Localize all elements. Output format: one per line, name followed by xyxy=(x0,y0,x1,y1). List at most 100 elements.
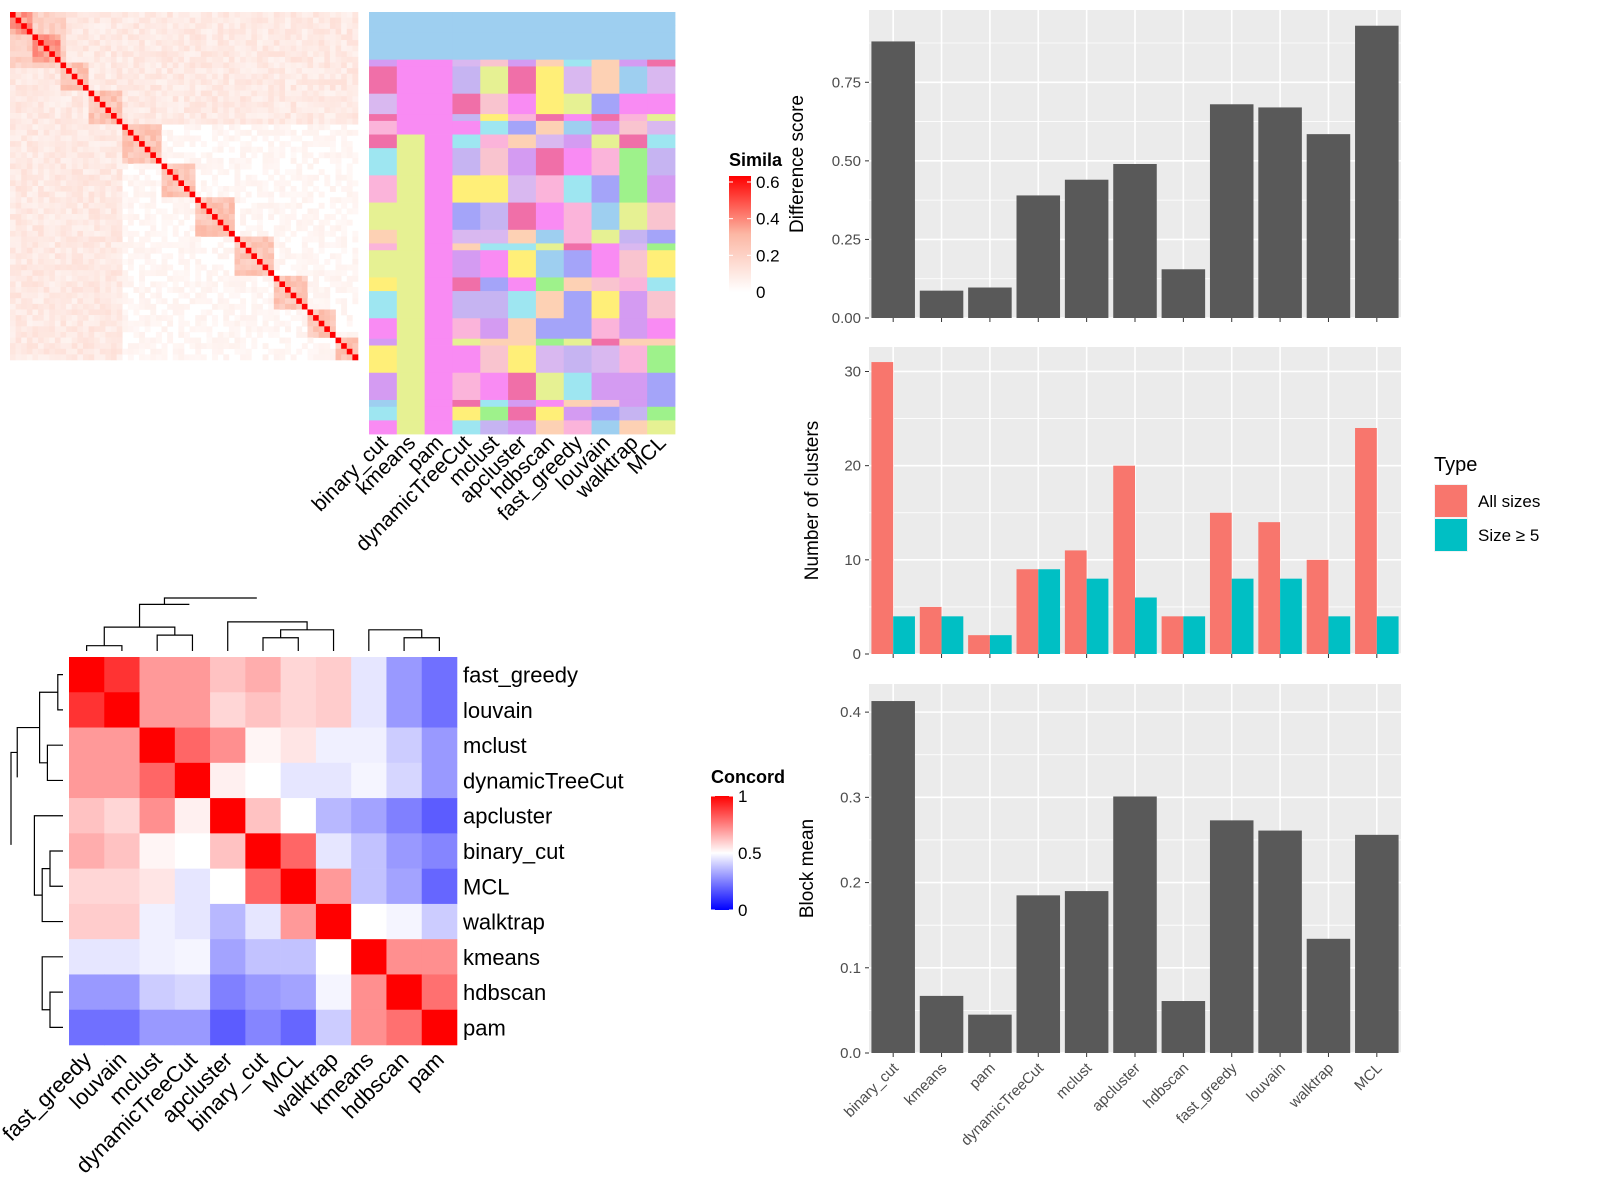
similarity-cell xyxy=(279,28,286,35)
similarity-cell xyxy=(324,309,331,316)
similarity-cell xyxy=(111,298,117,305)
similarity-cell xyxy=(262,202,269,209)
similarity-cell xyxy=(88,45,95,52)
similarity-cell xyxy=(150,186,157,192)
similarity-cell xyxy=(195,264,202,271)
similarity-cell xyxy=(245,141,252,148)
similarity-cell xyxy=(122,129,129,136)
similarity-cell xyxy=(223,320,230,327)
similarity-cell xyxy=(172,270,179,277)
similarity-cell xyxy=(228,214,235,220)
similarity-cell xyxy=(195,40,202,46)
similarity-cell xyxy=(116,281,123,288)
concordance-cell xyxy=(104,939,140,975)
similarity-cell xyxy=(346,169,353,176)
similarity-cell xyxy=(43,34,50,41)
similarity-cell xyxy=(335,242,342,249)
similarity-cell xyxy=(206,56,213,63)
similarity-cell xyxy=(352,258,359,265)
concordance-cell xyxy=(69,974,105,1011)
similarity-cell xyxy=(105,219,112,226)
cluster-cell xyxy=(591,229,620,244)
similarity-cell xyxy=(105,320,112,327)
similarity-cell xyxy=(88,79,95,86)
similarity-cell xyxy=(290,354,297,361)
similarity-cell xyxy=(127,129,134,136)
similarity-cell xyxy=(346,186,353,192)
cluster-cell xyxy=(535,175,565,203)
similarity-cell xyxy=(217,28,224,35)
similarity-cell xyxy=(268,17,275,24)
similarity-cell xyxy=(206,68,213,75)
similarity-cell xyxy=(66,90,73,97)
similarity-cell xyxy=(313,17,320,24)
similarity-cell xyxy=(111,331,117,338)
similarity-cell xyxy=(206,163,213,170)
similarity-cell xyxy=(178,191,185,198)
similarity-cell xyxy=(161,242,168,249)
similarity-cell xyxy=(285,309,291,316)
similarity-cell xyxy=(307,79,314,86)
cluster-cell xyxy=(424,59,453,67)
similarity-cell xyxy=(217,230,224,237)
similarity-cell xyxy=(133,96,140,103)
similarity-cell xyxy=(49,275,56,282)
similarity-cell xyxy=(77,331,84,338)
similarity-cell xyxy=(60,320,67,327)
similarity-cell xyxy=(245,174,252,181)
similarity-cell xyxy=(245,84,252,91)
similarity-cell xyxy=(66,174,73,181)
similarity-cell xyxy=(324,326,331,333)
similarity-cell xyxy=(116,107,123,114)
similarity-cell xyxy=(178,34,185,41)
similarity-cell xyxy=(60,169,67,176)
similarity-cell xyxy=(189,113,196,119)
similarity-cell xyxy=(256,45,263,52)
similarity-cell xyxy=(307,287,314,293)
similarity-cell xyxy=(10,264,16,271)
similarity-cell xyxy=(99,96,106,103)
similarity-cell xyxy=(54,337,61,344)
similarity-cell xyxy=(285,303,291,310)
similarity-cell xyxy=(212,174,218,181)
similarity-cell xyxy=(245,40,252,46)
similarity-cell xyxy=(189,12,196,18)
similarity-cell xyxy=(161,225,168,232)
similarity-cell xyxy=(88,174,95,181)
concordance-cell xyxy=(69,1009,105,1046)
similarity-cell xyxy=(122,348,129,355)
similarity-cell xyxy=(318,242,325,249)
similarity-cell xyxy=(318,287,325,293)
similarity-cell xyxy=(54,197,61,204)
cluster-cell xyxy=(535,372,565,401)
similarity-cell xyxy=(122,90,129,97)
similarity-cell xyxy=(99,118,106,125)
similarity-cell xyxy=(240,264,247,271)
similarity-cell xyxy=(32,225,39,232)
concordance-cell xyxy=(104,868,140,905)
similarity-cell xyxy=(54,118,61,125)
similarity-cell xyxy=(206,101,213,108)
similarity-cell xyxy=(10,90,16,97)
similarity-cell xyxy=(296,163,303,170)
similarity-cell xyxy=(206,34,213,41)
similarity-cell xyxy=(172,242,179,249)
similarity-cell xyxy=(127,258,134,265)
similarity-cell xyxy=(111,40,117,46)
similarity-cell xyxy=(223,23,230,30)
similarity-cell xyxy=(335,84,342,91)
similarity-cell xyxy=(161,45,168,52)
similarity-cell xyxy=(228,247,235,254)
similarity-cell xyxy=(228,84,235,91)
similarity-cell xyxy=(77,191,84,198)
similarity-cell xyxy=(256,236,263,243)
cluster-cell xyxy=(647,229,676,244)
similarity-cell xyxy=(251,146,258,153)
similarity-cell xyxy=(172,225,179,232)
similarity-cell xyxy=(54,253,61,260)
similarity-cell xyxy=(341,281,348,288)
similarity-cell xyxy=(66,292,73,299)
cluster-cell xyxy=(480,243,509,251)
similarity-cell xyxy=(111,264,117,271)
similarity-cell xyxy=(82,270,89,277)
